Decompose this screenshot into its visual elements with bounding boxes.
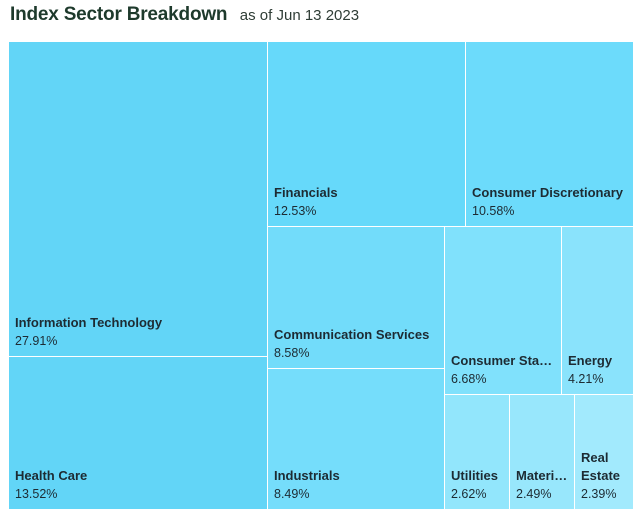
treemap-tile-health-care[interactable]: Health Care 13.52% — [9, 357, 268, 510]
sector-name: Consumer Discretionary — [472, 185, 623, 200]
sector-percent: 27.91% — [15, 334, 58, 348]
sector-name: Information Technology — [15, 315, 163, 330]
sector-name: Consumer Stapl... — [451, 353, 558, 368]
tile-label: Consumer Discretionary 10.58% — [472, 184, 630, 220]
tile-label: Materia... 2.49% — [516, 467, 571, 503]
sector-name: Real Estate — [581, 450, 621, 483]
sector-percent: 12.53% — [274, 204, 317, 218]
chart-header: Index Sector Breakdown as of Jun 13 2023 — [10, 4, 359, 30]
treemap-tile-real-estate[interactable]: Real Estate 2.39% — [575, 395, 634, 510]
sector-percent: 4.21% — [568, 372, 604, 386]
chart-title: Index Sector Breakdown — [10, 4, 228, 25]
sector-percent: 6.68% — [451, 372, 487, 386]
treemap-tile-financials[interactable]: Financials 12.53% — [268, 42, 466, 227]
sector-name: Financials — [274, 185, 338, 200]
sector-percent: 2.62% — [451, 487, 487, 501]
sector-percent: 2.49% — [516, 487, 552, 501]
tile-label: Financials 12.53% — [274, 184, 462, 220]
treemap-tile-materials[interactable]: Materia... 2.49% — [510, 395, 575, 510]
treemap-tile-communication-services[interactable]: Communication Services 8.58% — [268, 227, 445, 369]
treemap-tile-industrials[interactable]: Industrials 8.49% — [268, 369, 445, 510]
treemap-tile-information-technology[interactable]: Information Technology 27.91% — [9, 42, 268, 357]
sector-percent: 2.39% — [581, 487, 617, 501]
sector-percent: 13.52% — [15, 487, 58, 501]
sector-name: Materia... — [516, 468, 571, 483]
sector-percent: 10.58% — [472, 204, 515, 218]
treemap-tile-consumer-discretionary[interactable]: Consumer Discretionary 10.58% — [466, 42, 634, 227]
tile-label: Consumer Stapl... 6.68% — [451, 352, 558, 388]
treemap-tile-energy[interactable]: Energy 4.21% — [562, 227, 634, 395]
tile-label: Information Technology 27.91% — [15, 314, 264, 350]
tile-label: Communication Services 8.58% — [274, 326, 441, 362]
treemap-tile-utilities[interactable]: Utilities 2.62% — [445, 395, 510, 510]
sector-name: Health Care — [15, 468, 88, 483]
sector-name: Communication Services — [274, 327, 430, 342]
sector-percent: 8.49% — [274, 487, 310, 501]
as-of-date: as of Jun 13 2023 — [239, 7, 360, 24]
sector-name: Industrials — [274, 468, 340, 483]
tile-label: Real Estate 2.39% — [581, 449, 630, 503]
tile-label: Health Care 13.52% — [15, 467, 264, 503]
treemap-tile-consumer-staples[interactable]: Consumer Stapl... 6.68% — [445, 227, 562, 395]
sector-name: Utilities — [451, 468, 498, 483]
tile-label: Energy 4.21% — [568, 352, 630, 388]
sector-name: Energy — [568, 353, 613, 368]
sector-percent: 8.58% — [274, 346, 310, 360]
tile-label: Industrials 8.49% — [274, 467, 441, 503]
tile-label: Utilities 2.62% — [451, 467, 506, 503]
